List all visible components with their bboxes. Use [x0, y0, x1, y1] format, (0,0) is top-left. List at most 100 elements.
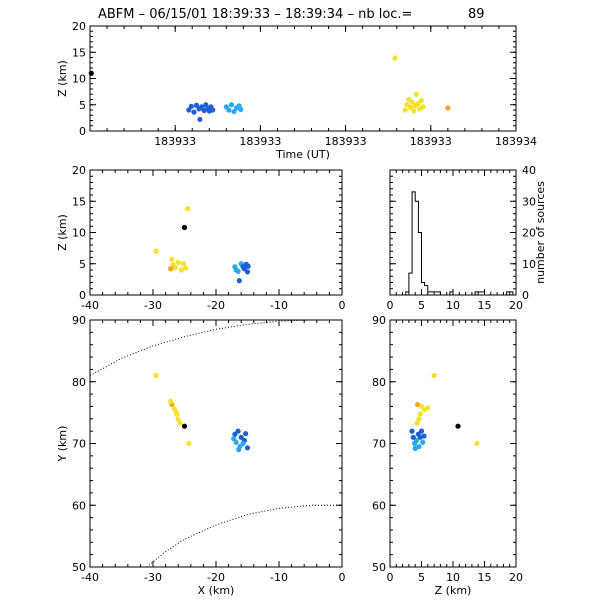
range-boundary-curve [146, 504, 342, 568]
y-tick-label: 0 [79, 125, 86, 138]
source-point [416, 416, 422, 422]
source-point [411, 108, 417, 114]
x-axis-label: Time (UT) [275, 148, 330, 161]
source-point [168, 266, 174, 272]
chart-title: ABFM – 06/15/01 18:39:33 – 18:39:34 – nb… [98, 7, 412, 22]
source-point [236, 447, 242, 453]
x-tick-label: 0 [339, 571, 346, 584]
source-point [431, 372, 437, 379]
x-tick-label: 10 [446, 299, 460, 312]
x-tick-label: 20 [509, 299, 523, 312]
source-point [421, 433, 427, 439]
y-tick-label: 50 [72, 561, 86, 574]
source-point [228, 102, 235, 108]
source-point [185, 206, 191, 212]
range-boundary-curve [89, 319, 311, 377]
y-tick-label: 20 [72, 20, 86, 33]
source-point [183, 265, 189, 271]
source-point [181, 423, 188, 429]
plot-frame [89, 169, 343, 296]
x-tick-label: 183933 [239, 135, 281, 148]
source-point [409, 99, 415, 105]
source-point [231, 435, 237, 442]
x-tick-label: 15 [478, 299, 492, 312]
x-tick-label: -10 [270, 571, 288, 584]
source-point [409, 428, 415, 434]
x-tick-label: 183933 [154, 135, 196, 148]
y-tick-label: 80 [372, 376, 386, 389]
x-tick-label: 183933 [325, 135, 367, 148]
source-point [177, 420, 183, 426]
y-tick-label: 0 [79, 289, 86, 302]
source-point [88, 70, 94, 76]
source-point [173, 410, 179, 416]
source-point [243, 431, 249, 437]
source-point [153, 372, 159, 379]
x-tick-label: 5 [418, 571, 425, 584]
location-count: 89 [468, 7, 485, 22]
x-tick-label: 5 [418, 299, 425, 312]
source-point [193, 102, 200, 108]
x-tick-label: -30 [144, 299, 162, 312]
x-axis-label: Z (km) [435, 584, 472, 597]
source-point [197, 116, 203, 123]
source-point [181, 224, 188, 231]
x-tick-label: -10 [270, 299, 288, 312]
source-point [417, 411, 423, 417]
y-tick-label: 10 [72, 227, 86, 240]
panel-x-z: -40 -30 -20 -10 0 0 5 10 15 20 Z (km) [56, 164, 346, 312]
y-tick-label: 10 [72, 73, 86, 86]
y-tick-label: 5 [79, 99, 86, 112]
histogram-steps [390, 191, 516, 296]
y-tick-label: 40 [522, 164, 536, 177]
source-point [425, 405, 431, 411]
source-point [392, 55, 398, 61]
y-tick-label: 70 [372, 438, 386, 451]
y-axis-label: Y (km) [56, 426, 69, 463]
source-point [474, 440, 480, 447]
x-tick-label: -20 [207, 299, 225, 312]
source-point [236, 278, 242, 284]
source-point [168, 398, 174, 405]
source-point [186, 440, 192, 447]
x-axis-label: X (km) [198, 584, 235, 597]
source-point [199, 104, 205, 110]
source-point [238, 106, 244, 113]
source-point [186, 107, 192, 113]
source-point [210, 107, 216, 113]
source-point [455, 423, 461, 429]
panel-x-y: -40 -30 -20 -10 0 50 60 70 80 90 X (km) Y (km) [56, 314, 346, 597]
source-point [415, 101, 421, 107]
source-point [407, 104, 413, 110]
y-axis-label: Z (km) [56, 60, 69, 97]
source-point [445, 105, 451, 111]
source-point [180, 261, 186, 267]
y-tick-label: 50 [372, 561, 386, 574]
x-tick-label: -20 [207, 571, 225, 584]
source-point [175, 259, 181, 266]
x-tick-label: -40 [81, 299, 99, 312]
source-point [233, 439, 239, 445]
source-point [413, 91, 419, 97]
source-point [226, 107, 232, 113]
x-tick-label: 10 [446, 571, 460, 584]
y-tick-label: 15 [72, 195, 86, 208]
y-axis-label: Z (km) [56, 214, 69, 251]
x-tick-label: -40 [81, 571, 99, 584]
plot-frame [389, 319, 517, 568]
y-tick-label: 0 [522, 289, 529, 302]
source-point [191, 109, 197, 115]
x-tick-label: -30 [144, 571, 162, 584]
y-tick-label: 30 [522, 195, 536, 208]
plot-frame [89, 25, 517, 132]
source-point [233, 267, 239, 273]
panel-time-height: 183933 183933 183933 183933 183934 0 5 10 15 20 Ti… [56, 20, 537, 161]
source-point [188, 103, 194, 109]
source-point [244, 445, 251, 451]
x-tick-label: 0 [387, 571, 394, 584]
y-tick-label: 20 [72, 164, 86, 177]
source-point [244, 269, 251, 275]
y-tick-label: 90 [372, 314, 386, 327]
y-tick-label: 80 [72, 376, 86, 389]
source-point [402, 107, 408, 113]
